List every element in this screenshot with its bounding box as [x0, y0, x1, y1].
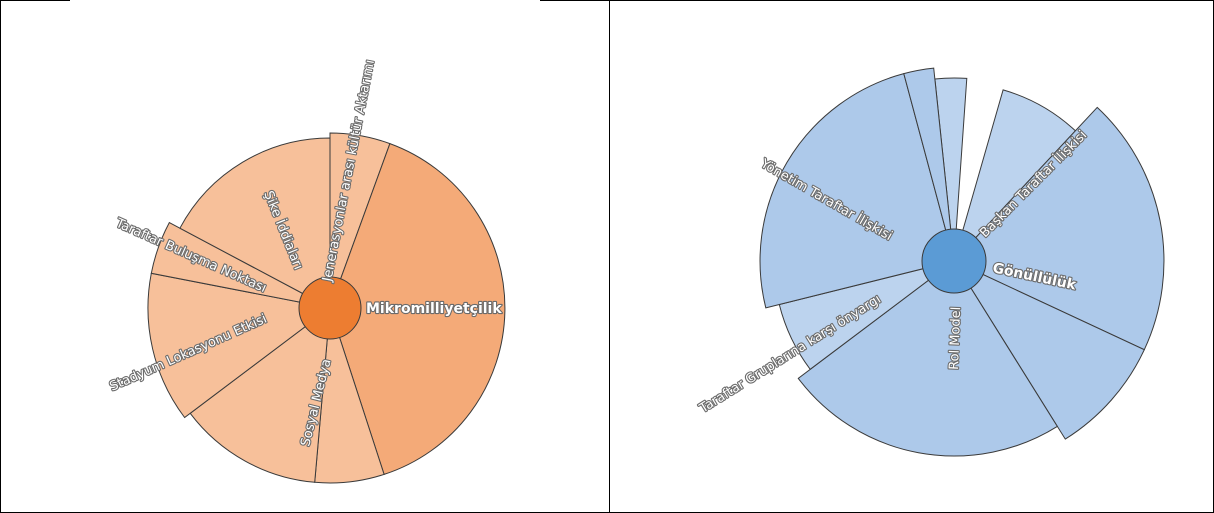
right-radial-diagram: Yönetim Taraftar İlişkisi Başkan Tarafta…: [695, 67, 1165, 457]
left-sector-7: [179, 137, 331, 309]
right-sector-3: [953, 106, 1165, 351]
label-rol-model: Rol Model: [947, 306, 964, 370]
right-panel: Yönetim Taraftar İlişkisi Başkan Tarafta…: [610, 0, 1214, 513]
right-sector-8: [903, 67, 955, 262]
right-sector-5: [797, 260, 1058, 457]
right-sector-4: [952, 259, 1145, 440]
left-sector-5: [147, 272, 332, 419]
left-panel: Mikromilliyetçilik Jenerasyonlar arası k…: [106, 58, 506, 484]
left-radial-diagram: Mikromilliyetçilik Jenerasyonlar arası k…: [106, 58, 506, 484]
left-sector-4: [189, 306, 331, 483]
left-sectors: [147, 132, 506, 484]
right-hub: [921, 228, 987, 294]
left-sector-6: [150, 221, 331, 309]
right-sectors: [759, 67, 1165, 457]
left-sector-2: [329, 142, 506, 476]
right-sector-7: [759, 72, 955, 309]
label-mikromilliyetcilik: Mikromilliyetçilik: [366, 301, 502, 317]
left-hub: [298, 276, 362, 340]
